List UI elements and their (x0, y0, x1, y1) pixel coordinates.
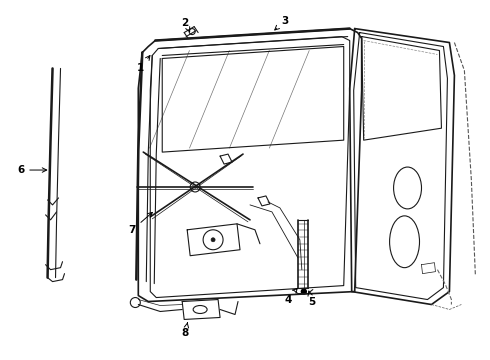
Circle shape (211, 238, 215, 242)
Text: 3: 3 (275, 15, 289, 30)
Text: 1: 1 (137, 55, 150, 73)
Circle shape (301, 289, 306, 294)
Text: 2: 2 (182, 18, 190, 32)
Text: 6: 6 (17, 165, 47, 175)
Text: 8: 8 (182, 323, 189, 338)
Text: 7: 7 (129, 212, 152, 235)
Text: 5: 5 (308, 291, 316, 306)
Text: 4: 4 (284, 288, 297, 305)
